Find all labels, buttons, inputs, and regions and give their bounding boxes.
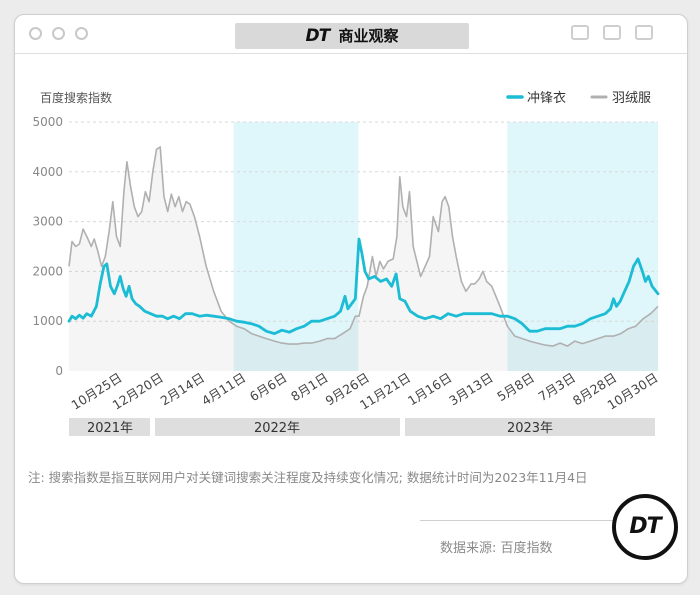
badge-text: DT [629,514,661,539]
year-band-2 [405,418,655,436]
series-line-down [68,146,659,347]
x-tick-label-8: 1月16日 [405,370,454,409]
series-line-jacket [67,237,660,335]
window-icon[interactable] [635,25,653,40]
down-area [69,146,658,371]
legend: 冲锋衣 羽绒服 [506,90,651,106]
year-label-0: 2021年 [87,421,133,436]
dt-badge: DT [612,494,678,560]
y-tick-label-1: 1000 [32,314,63,328]
x-tick-label-10: 5月8日 [494,370,537,404]
source-divider [420,520,625,521]
x-tick-label-2: 2月14日 [158,370,207,409]
title-bar: DT 商业观察 [15,15,687,54]
year-label-2: 2023年 [507,421,553,436]
year-label-1: 2022年 [254,421,300,436]
x-tick-label-9: 3月13日 [446,370,495,409]
y-tick-label-4: 4000 [32,165,63,179]
maximize-icon[interactable] [75,27,88,40]
legend-label-down: 羽绒服 [612,91,651,106]
data-source: 数据来源: 百度指数 [440,541,553,556]
minimize-icon[interactable] [52,27,65,40]
x-tick-label-4: 6月6日 [247,370,290,404]
header-title-box: DT 商业观察 [235,23,469,49]
y-axis-label: 百度搜索指数 [40,90,112,105]
y-tick-label-0: 0 [55,364,63,378]
legend-label-jacket: 冲锋衣 [527,90,566,106]
lock-icon[interactable] [603,25,621,40]
record-icon[interactable] [571,25,589,40]
footnote: 注: 搜索指数是指互联网用户对关键词搜索关注程度及持续变化情况; 数据统计时间为… [28,470,588,485]
x-tick-label-3: 4月11日 [199,370,248,409]
shaded-period-1 [507,122,658,371]
dt-logo: DT [305,26,331,46]
close-icon[interactable] [29,27,42,40]
y-tick-label-2: 2000 [32,264,63,278]
y-tick-label-5: 5000 [32,115,63,129]
year-band-0 [69,418,150,436]
year-band-1 [155,418,400,436]
y-tick-label-3: 3000 [32,215,63,229]
header-title: 商业观察 [338,27,399,45]
